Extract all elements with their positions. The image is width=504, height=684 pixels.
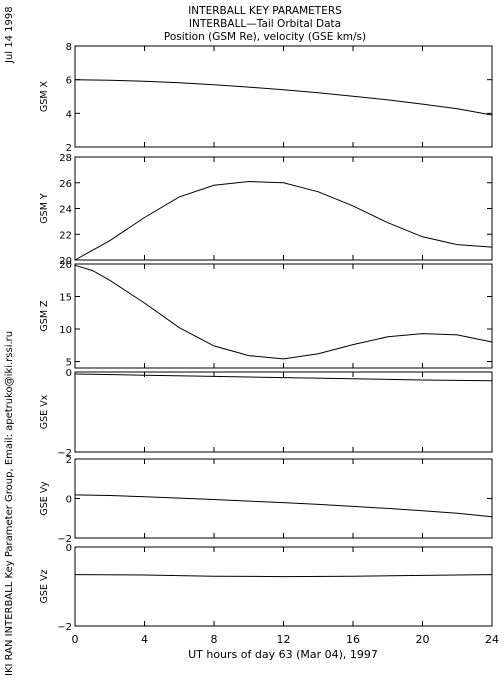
series-line	[74, 373, 493, 382]
y-tick-label: 6	[66, 76, 72, 87]
y-tick-label: 2	[66, 455, 72, 466]
figure-title: INTERBALL KEY PARAMETERS	[188, 5, 342, 17]
panel-frame	[74, 263, 493, 369]
y-tick-label: −2	[57, 534, 72, 545]
panel-1: 20 22 24 26 28 GSM Y	[39, 153, 493, 267]
series-line	[74, 574, 493, 578]
y-tick-label: 15	[59, 293, 72, 304]
x-tick-label: 16	[346, 633, 360, 646]
y-tick-label: 22	[59, 230, 72, 241]
y-tick-label: 0	[66, 368, 72, 379]
y-tick-label: 20	[59, 256, 72, 267]
series-line	[74, 79, 493, 116]
panel-frame	[74, 45, 493, 148]
y-axis-label: GSE Vy	[39, 481, 50, 516]
y-tick-label: 20	[59, 260, 72, 271]
panel-4: −2 0 2 GSE Vy	[39, 455, 493, 545]
figure-subtitle: INTERBALL—Tail Orbital Data	[189, 18, 341, 30]
y-tick-label: 24	[59, 205, 72, 216]
y-tick-label: 0	[66, 495, 72, 506]
y-tick-label: 4	[66, 109, 72, 120]
credit-line: IKI RAN INTERBALL Key Parameter Group, E…	[4, 331, 15, 676]
y-tick-label: 26	[59, 179, 72, 190]
y-axis-label: GSM Z	[39, 300, 50, 332]
series-line	[74, 494, 493, 518]
y-tick-label: 2	[66, 143, 72, 154]
x-tick-label: 12	[277, 633, 291, 646]
y-tick-label: −2	[57, 448, 72, 459]
date-stamp: Jul 14 1998	[4, 6, 15, 64]
panel-frame	[74, 156, 493, 261]
y-axis-label: GSM Y	[39, 193, 50, 224]
y-axis-label: GSM X	[39, 80, 50, 112]
x-tick-label: 0	[72, 633, 79, 646]
x-tick-label: 24	[485, 633, 499, 646]
panel-2: 5 10 15 20 GSM Z	[39, 260, 493, 369]
y-tick-label: −2	[57, 622, 72, 633]
panel-frame	[74, 458, 493, 539]
panel-3: −2 0 GSE Vx	[39, 368, 493, 459]
y-tick-label: 5	[66, 358, 72, 369]
figure-units-caption: Position (GSM Re), velocity (GSE km/s)	[164, 31, 366, 43]
y-axis-label: GSE Vx	[39, 394, 50, 429]
y-tick-label: 28	[59, 153, 72, 164]
series-line	[74, 180, 493, 261]
panel-frame	[74, 371, 493, 453]
x-tick-label: 20	[416, 633, 430, 646]
panel-frame	[74, 546, 493, 627]
x-axis-label: UT hours of day 63 (Mar 04), 1997	[188, 648, 378, 661]
y-axis-label: GSE Vz	[39, 570, 50, 604]
x-tick-label: 4	[141, 633, 148, 646]
y-tick-label: 8	[66, 42, 72, 53]
y-tick-label: 10	[59, 325, 72, 336]
series-line	[74, 264, 493, 360]
x-tick-label: 8	[211, 633, 218, 646]
panel-0: 2 4 6 8 GSM X	[39, 42, 493, 154]
y-tick-label: 0	[66, 543, 72, 554]
